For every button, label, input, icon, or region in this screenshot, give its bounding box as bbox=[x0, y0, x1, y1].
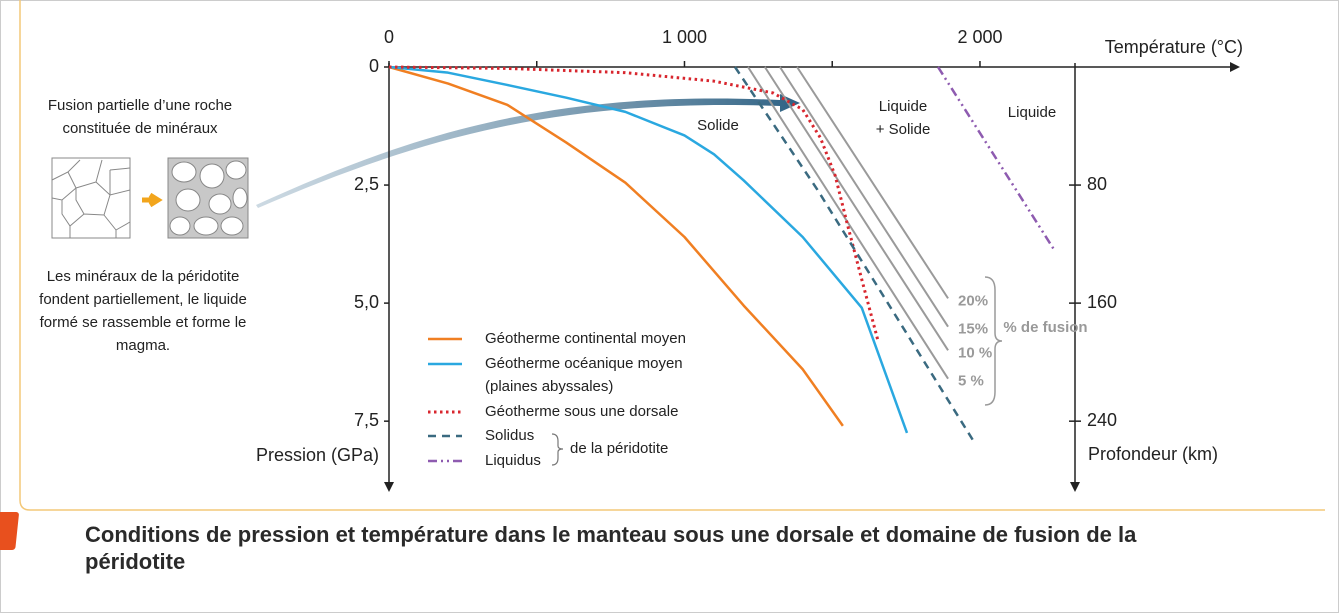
y-axis-label: Pression (GPa) bbox=[256, 445, 379, 465]
caption-title: Conditions de pression et température da… bbox=[85, 522, 1137, 574]
legend-group-label: de la péridotite bbox=[570, 440, 669, 457]
legend-label: Géotherme sous une dorsale bbox=[485, 403, 679, 420]
legend-label: Liquidus bbox=[485, 452, 541, 469]
series-line bbox=[388, 65, 909, 434]
x-tick-label: 0 bbox=[384, 27, 394, 47]
x-tick-label: 2 000 bbox=[957, 27, 1002, 47]
fusion-line bbox=[747, 66, 949, 380]
transform-arrow bbox=[142, 192, 163, 208]
legend-brace bbox=[551, 433, 564, 466]
y-axis-arrow bbox=[384, 482, 394, 492]
frame bbox=[19, 0, 1325, 511]
y2-axis-label: Profondeur (km) bbox=[1088, 444, 1218, 464]
magma-arrow bbox=[256, 94, 800, 208]
region-label: Solide bbox=[697, 117, 739, 134]
legend-label: Géotherme continental moyen bbox=[485, 330, 686, 347]
fusion-label: % de fusion bbox=[1003, 319, 1088, 336]
y-tick-label: 7,5 bbox=[354, 410, 379, 430]
fusion-line-label: 5 % bbox=[958, 373, 984, 390]
series-line bbox=[936, 66, 1057, 252]
y2-tick-label: 80 bbox=[1087, 174, 1107, 194]
x-axis-arrow bbox=[1230, 62, 1240, 72]
fusion-line bbox=[796, 66, 949, 299]
y-tick-label: 2,5 bbox=[354, 174, 379, 194]
x-tick-label: 1 000 bbox=[662, 27, 707, 47]
fusion-line-label: 10 % bbox=[958, 344, 992, 361]
fusion-line-label: 15% bbox=[958, 321, 988, 338]
legend-label: Solidus bbox=[485, 427, 535, 444]
region-label: Liquide + Solide bbox=[875, 98, 931, 138]
rock-solid bbox=[51, 157, 131, 239]
legend-label: Géotherme océanique moyen (plaines abyss… bbox=[485, 355, 683, 395]
y-tick-label: 5,0 bbox=[354, 292, 379, 312]
series-line bbox=[388, 65, 844, 427]
caption-number: 2 bbox=[47, 517, 60, 544]
x-axis-label: Température (°C) bbox=[1105, 37, 1243, 57]
fusion-line bbox=[779, 66, 949, 328]
series-line bbox=[733, 66, 974, 441]
rock-melting bbox=[167, 157, 249, 239]
fusion-line-label: 20% bbox=[958, 292, 988, 309]
y2-axis-arrow bbox=[1070, 482, 1080, 492]
caption-badge bbox=[0, 512, 19, 550]
region-label: Liquide bbox=[1007, 104, 1057, 121]
fusion-line bbox=[764, 66, 949, 351]
inset-title: Fusion partielle d’une roche constituée … bbox=[47, 97, 233, 137]
fusion-brace bbox=[984, 276, 1003, 406]
inset-text: Les minéraux de la péridotite fondent pa… bbox=[39, 268, 247, 354]
y2-tick-label: 240 bbox=[1087, 410, 1117, 430]
y-tick-label: 0 bbox=[369, 56, 379, 76]
y2-tick-label: 160 bbox=[1087, 292, 1117, 312]
